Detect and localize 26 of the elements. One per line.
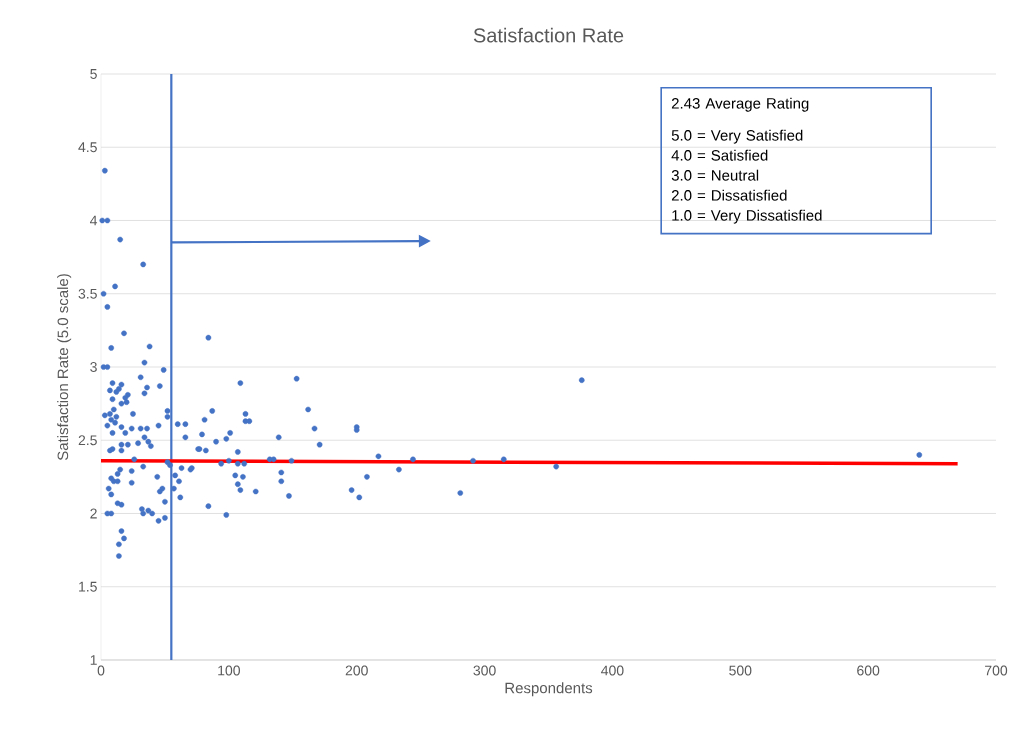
x-tick-label: 0 bbox=[97, 665, 105, 676]
annotation: 3.0 = Neutral bbox=[671, 169, 759, 181]
y-tick-label: 1 bbox=[90, 655, 97, 665]
x-tick-label: 200 bbox=[345, 665, 368, 676]
y-tick-label: 3.5 bbox=[78, 288, 97, 299]
y-tick-label: 1.5 bbox=[79, 581, 97, 592]
x-tick-label: 600 bbox=[857, 665, 880, 676]
x-axis-title: Respondents bbox=[505, 682, 593, 697]
annotation: 4.0 = Satisfied bbox=[671, 149, 768, 161]
y-tick-label: 2 bbox=[90, 508, 97, 519]
y-tick-label: 4.5 bbox=[78, 142, 97, 153]
annotation: 2.0 = Dissatisfied bbox=[671, 189, 787, 201]
x-tick-label: 100 bbox=[218, 665, 240, 676]
y-axis-title: Satisfaction Rate (5.0 scale) bbox=[57, 274, 72, 461]
x-tick-label: 500 bbox=[729, 665, 752, 676]
x-tick-label: 400 bbox=[601, 665, 624, 676]
annotation: 2.43 Average Rating bbox=[671, 97, 809, 112]
y-tick-label: 4 bbox=[90, 215, 98, 226]
annotation: 1.0 = Very Dissatisfied bbox=[672, 209, 822, 224]
chart-title: Satisfaction Rate bbox=[473, 27, 624, 43]
y-tick-label: 3 bbox=[90, 362, 97, 372]
x-tick-label: 300 bbox=[473, 665, 496, 676]
x-tick-label: 700 bbox=[985, 665, 1008, 676]
annotation: 5.0 = Very Satisfied bbox=[671, 129, 803, 144]
y-tick-label: 5 bbox=[90, 69, 97, 79]
y-tick-label: 2.5 bbox=[78, 435, 97, 446]
